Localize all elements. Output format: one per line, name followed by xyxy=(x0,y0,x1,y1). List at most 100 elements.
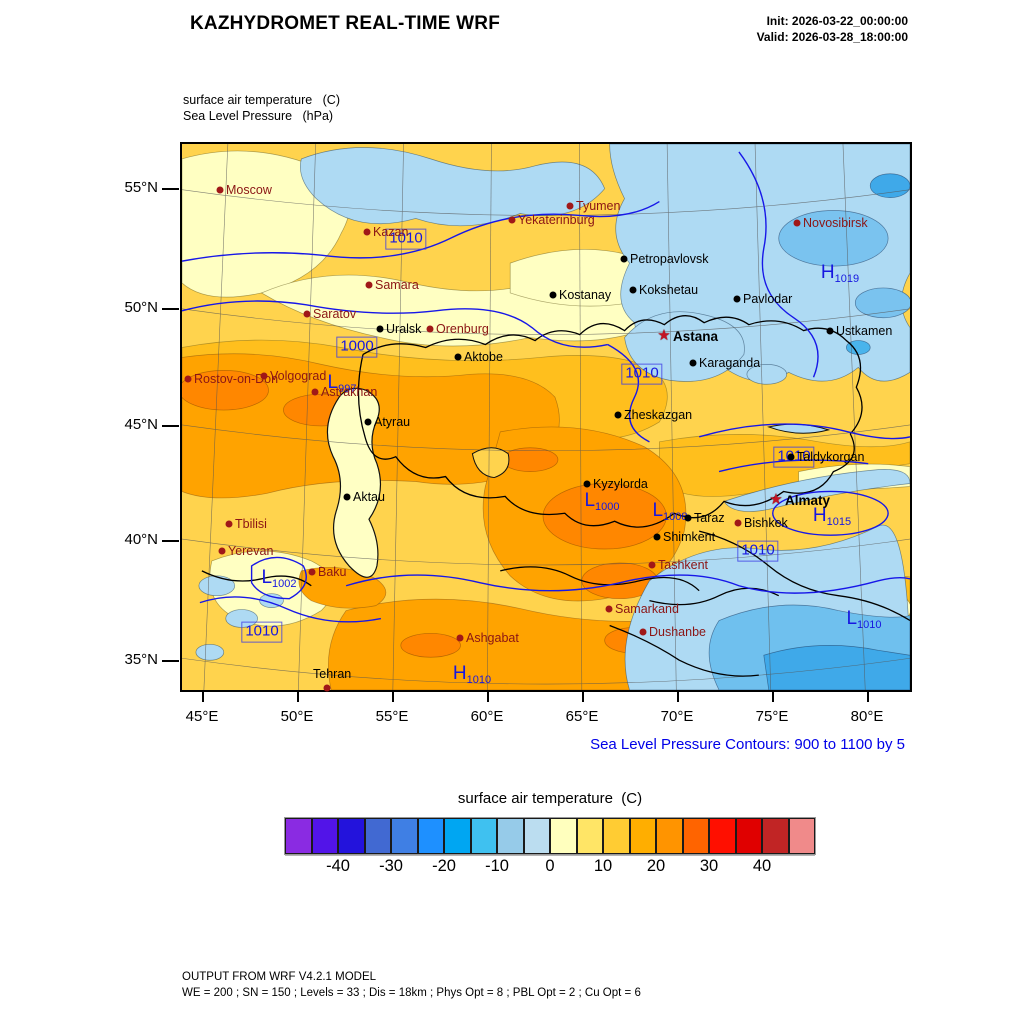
colorbar-tick-label: -40 xyxy=(326,857,350,875)
city-marker xyxy=(376,325,384,333)
colorbar-tick-label: 0 xyxy=(545,857,555,875)
city-label: Samara xyxy=(375,278,419,292)
city-label: Bishkek xyxy=(744,516,788,530)
pressure-label-layer: 101010001010101010101010H1019H1015H1010L… xyxy=(182,144,910,690)
pressure-label-l: L1002 xyxy=(261,566,297,591)
colorbar-cell xyxy=(285,818,312,854)
map-plot: 101010001010101010101010H1019H1015H1010L… xyxy=(180,142,912,692)
city-marker xyxy=(566,202,574,210)
lat-tick-label: 35°N xyxy=(124,651,158,668)
lat-tick-mark xyxy=(162,660,179,662)
colorbar-tick-label: 20 xyxy=(646,857,666,875)
lon-tick-mark xyxy=(487,692,489,702)
page-title: KAZHYDROMET REAL-TIME WRF xyxy=(189,13,501,34)
lat-tick-mark xyxy=(162,308,179,310)
colorbar-cell xyxy=(576,818,603,854)
field-label-pressure: Sea Level Pressure (hPa) xyxy=(183,109,334,123)
pressure-label-boxed: 1010 xyxy=(385,228,427,250)
city-label: Atyrau xyxy=(374,415,411,429)
city-label: Dushanbe xyxy=(649,625,706,639)
city-label: Zheskazgan xyxy=(624,408,693,422)
city-marker xyxy=(639,628,647,636)
city-marker xyxy=(508,216,516,224)
colorbar-cell xyxy=(788,818,815,854)
init-time: Init: 2026-03-22_00:00:00 xyxy=(766,14,908,28)
pressure-label-h: H1019 xyxy=(820,261,860,286)
city-label: Baku xyxy=(318,565,347,579)
city-label: Orenburg xyxy=(436,322,489,336)
lon-tick-mark xyxy=(867,692,869,702)
city-label: Samarkand xyxy=(615,602,679,616)
city-marker xyxy=(653,533,661,541)
lon-tick-label: 70°E xyxy=(660,708,694,725)
city-label: Petropavlovsk xyxy=(630,252,709,266)
pressure-label-boxed: 1000 xyxy=(336,336,378,358)
city-marker xyxy=(216,186,224,194)
city-marker xyxy=(323,684,331,692)
colorbar-cell xyxy=(470,818,497,854)
pressure-label-h: H1015 xyxy=(812,504,852,529)
city-marker xyxy=(605,605,613,613)
colorbar-cell xyxy=(497,818,524,854)
lon-tick-mark xyxy=(772,692,774,702)
city-label: Ustkamen xyxy=(836,324,893,338)
city-label: Tbilisi xyxy=(235,517,267,531)
city-star-marker: ★ xyxy=(769,490,783,508)
lat-tick-label: 40°N xyxy=(124,531,158,548)
city-star-marker: ★ xyxy=(657,326,671,344)
pressure-label-h: H1010 xyxy=(452,662,492,687)
city-label: Shimkent xyxy=(663,530,716,544)
city-label: Yerevan xyxy=(228,544,274,558)
lon-tick-label: 55°E xyxy=(375,708,409,725)
pressure-label-l: L1008 xyxy=(652,499,688,524)
city-marker xyxy=(365,281,373,289)
city-marker xyxy=(184,375,192,383)
pressure-label-l: L1010 xyxy=(846,607,882,632)
colorbar-tick-label: -30 xyxy=(379,857,403,875)
city-label: Taraz xyxy=(694,511,725,525)
colorbar-cell xyxy=(444,818,471,854)
city-marker xyxy=(620,255,628,263)
city-label: Tehran xyxy=(313,667,352,681)
lon-tick-label: 80°E xyxy=(850,708,884,725)
lat-tick-mark xyxy=(162,425,179,427)
city-label: Aktobe xyxy=(464,350,503,364)
city-label: Tyumen xyxy=(576,199,621,213)
lon-tick-label: 75°E xyxy=(755,708,789,725)
city-label: Volgograd xyxy=(270,369,327,383)
colorbar-tick-label: -10 xyxy=(485,857,509,875)
colorbar-tick-label: -20 xyxy=(432,857,456,875)
city-label: Novosibirsk xyxy=(803,216,868,230)
city-label: Almaty xyxy=(785,493,831,508)
colorbar xyxy=(284,817,816,855)
pressure-label-boxed: 1010 xyxy=(621,363,663,385)
colorbar-title: surface air temperature (C) xyxy=(457,790,643,807)
city-marker xyxy=(218,547,226,555)
city-marker xyxy=(343,493,351,501)
colorbar-cell xyxy=(338,818,365,854)
city-marker xyxy=(826,327,834,335)
colorbar-tick-label: 10 xyxy=(593,857,613,875)
city-label: Kokshetau xyxy=(639,283,699,297)
lon-tick-label: 60°E xyxy=(470,708,504,725)
city-label: Uralsk xyxy=(386,322,422,336)
city-marker xyxy=(689,359,697,367)
pressure-label-boxed: 1010 xyxy=(241,621,283,643)
city-label: Saratov xyxy=(313,307,357,321)
city-marker xyxy=(583,480,591,488)
city-label: Astrakhan xyxy=(321,385,378,399)
city-marker xyxy=(364,418,372,426)
city-marker xyxy=(734,519,742,527)
colorbar-cell xyxy=(391,818,418,854)
colorbar-cell xyxy=(364,818,391,854)
city-marker xyxy=(648,561,656,569)
colorbar-cell xyxy=(735,818,762,854)
colorbar-cell xyxy=(523,818,550,854)
lon-tick-mark xyxy=(677,692,679,702)
city-marker xyxy=(303,310,311,318)
lon-tick-mark xyxy=(202,692,204,702)
lon-tick-label: 65°E xyxy=(565,708,599,725)
lon-tick-mark xyxy=(392,692,394,702)
lat-tick-label: 45°N xyxy=(124,416,158,433)
